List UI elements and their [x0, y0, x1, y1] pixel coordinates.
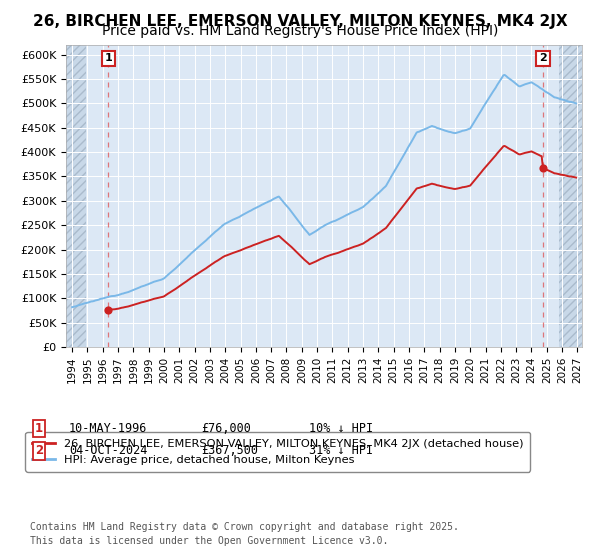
Text: 10% ↓ HPI: 10% ↓ HPI	[309, 422, 373, 435]
Point	[104, 306, 113, 315]
Text: Contains HM Land Registry data © Crown copyright and database right 2025.
This d: Contains HM Land Registry data © Crown c…	[30, 522, 459, 546]
Text: 04-OCT-2024: 04-OCT-2024	[69, 444, 148, 458]
Text: 2: 2	[35, 444, 43, 458]
Text: 1: 1	[35, 422, 43, 435]
Text: 26, BIRCHEN LEE, EMERSON VALLEY, MILTON KEYNES, MK4 2JX: 26, BIRCHEN LEE, EMERSON VALLEY, MILTON …	[32, 14, 568, 29]
Text: Price paid vs. HM Land Registry's House Price Index (HPI): Price paid vs. HM Land Registry's House …	[102, 24, 498, 38]
Text: 1: 1	[104, 53, 112, 63]
Text: 2: 2	[539, 53, 547, 63]
Text: £367,500: £367,500	[201, 444, 258, 458]
Text: 10-MAY-1996: 10-MAY-1996	[69, 422, 148, 435]
Legend: 26, BIRCHEN LEE, EMERSON VALLEY, MILTON KEYNES, MK4 2JX (detached house), HPI: A: 26, BIRCHEN LEE, EMERSON VALLEY, MILTON …	[25, 432, 530, 472]
Text: £76,000: £76,000	[201, 422, 251, 435]
Bar	[559, 45, 582, 347]
Text: 31% ↓ HPI: 31% ↓ HPI	[309, 444, 373, 458]
Point	[538, 164, 548, 172]
Bar	[66, 45, 86, 347]
